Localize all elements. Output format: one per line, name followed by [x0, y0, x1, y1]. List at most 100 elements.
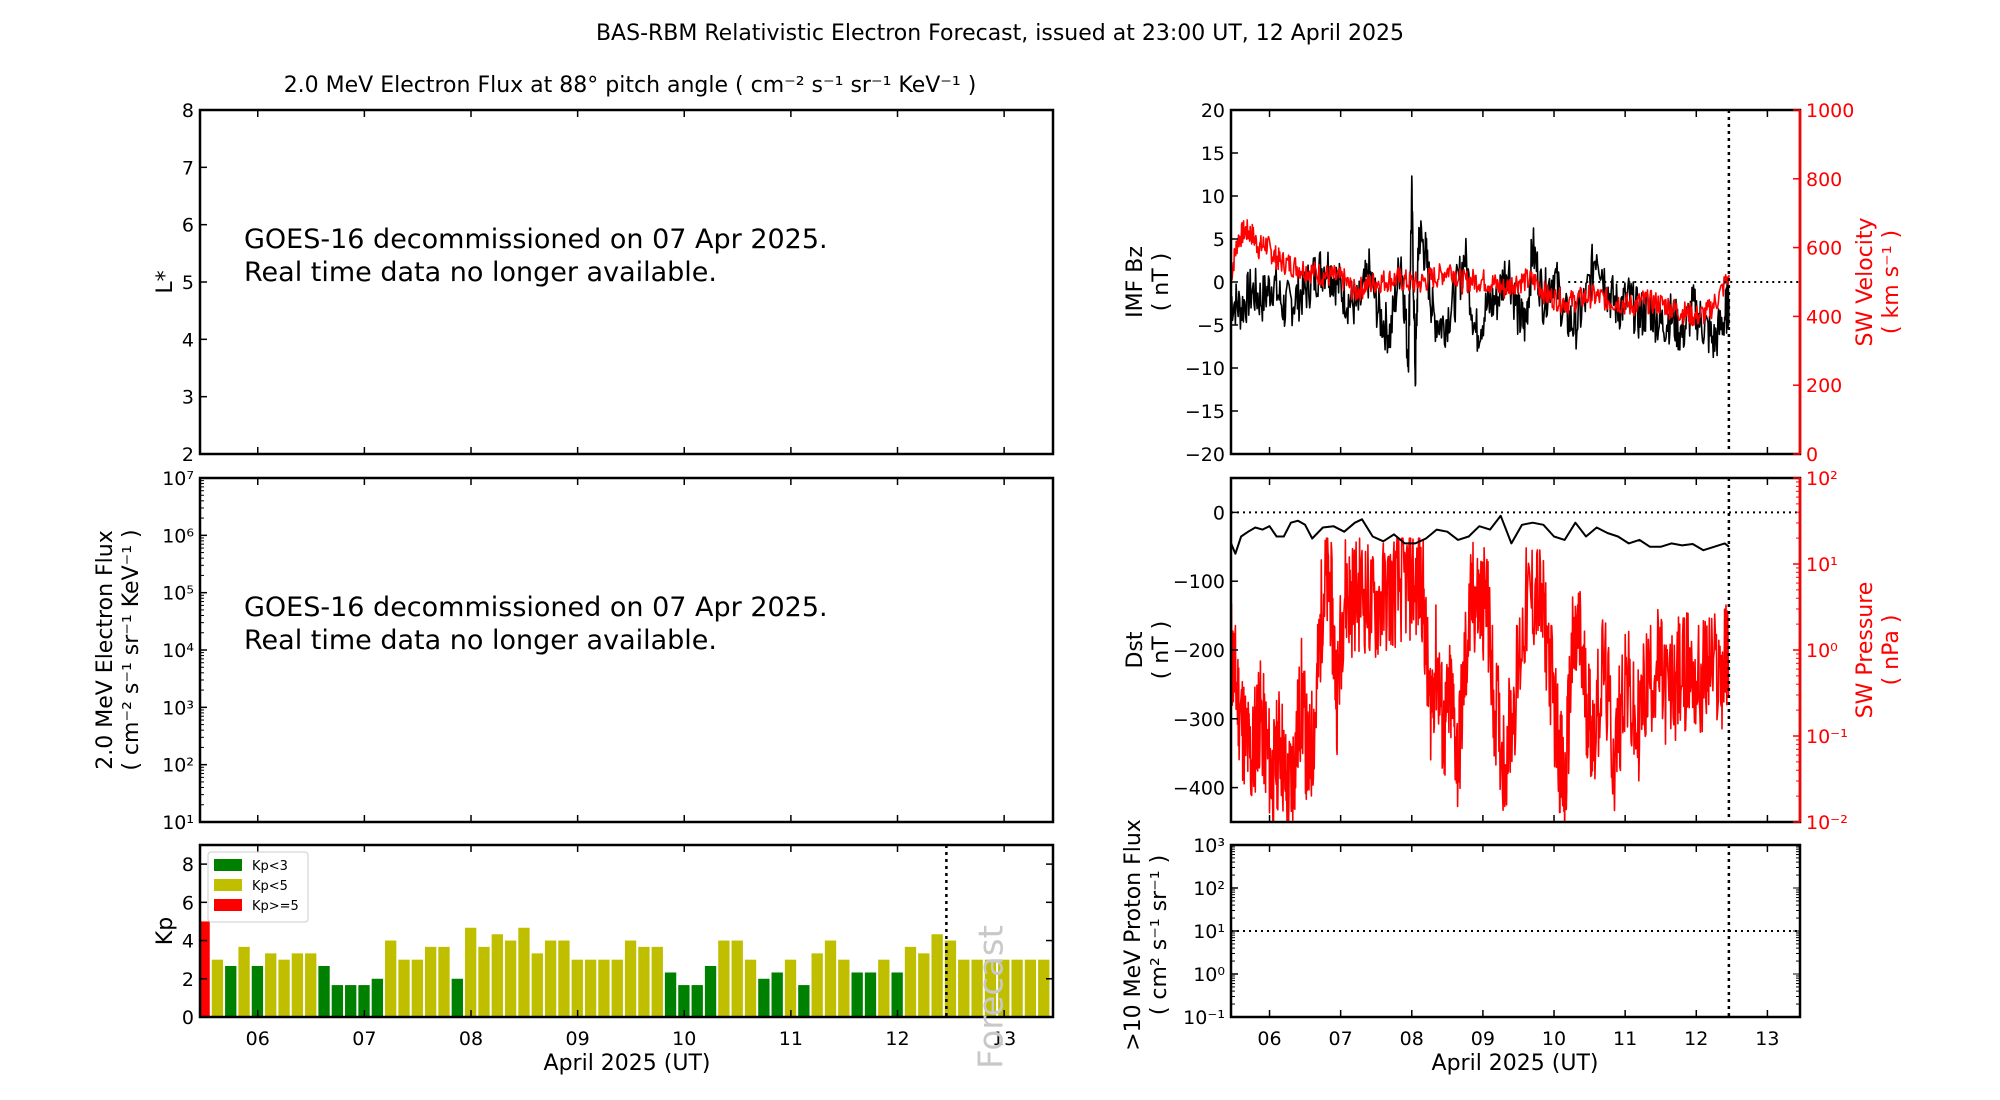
- proton-xtick-label: 09: [1471, 1028, 1495, 1050]
- imf-ytick-label: 20: [1201, 100, 1225, 122]
- lstar-ylabel-line: L*: [153, 270, 178, 293]
- lstar-message-line: Real time data no longer available.: [244, 257, 717, 288]
- imf-ytick-label: 10: [1201, 186, 1225, 208]
- kp-xtick-label: 07: [352, 1028, 376, 1050]
- proton-ylabel-line: >10 MeV Proton Flux: [1121, 819, 1146, 1051]
- proton-ytick-label: 10¹: [1193, 921, 1225, 943]
- proton-ytick-label: 10³: [1193, 835, 1225, 857]
- kp-bar: [584, 959, 597, 1017]
- kp-ytick-label: 0: [182, 1007, 194, 1029]
- kp-bar: [518, 927, 530, 1017]
- kp-bar: [331, 985, 344, 1017]
- kp-bar: [971, 959, 983, 1017]
- electron-flux-panel: 10¹ 10² 10³ 10⁴ 10⁵ 10⁶ 10⁷ 2.0 MeV Electron Fl…: [93, 468, 1055, 834]
- proton-ytick-label: 10⁻¹: [1183, 1007, 1225, 1029]
- kp-bar: [531, 953, 543, 1017]
- imf-ylabel: IMF Bz( nT ): [1123, 246, 1174, 318]
- lstar-ytick-label: 6: [182, 215, 194, 237]
- imf-ytick-label: 0: [1213, 272, 1225, 294]
- kp-bar: [398, 959, 410, 1017]
- kp-bar: [1038, 959, 1050, 1017]
- imf-ytick-label: −20: [1185, 444, 1225, 466]
- eflux-ylabel-line: 2.0 MeV Electron Flux: [93, 530, 118, 770]
- imf-bz-line: [1230, 175, 1730, 387]
- kp-bar: [984, 959, 997, 1017]
- kp-bar: [744, 959, 757, 1017]
- kp-bar: [571, 959, 583, 1017]
- kp-legend-swatch: [214, 899, 242, 911]
- kp-bar: [451, 978, 463, 1017]
- kp-bar: [824, 940, 837, 1017]
- proton-xtick-label: 10: [1542, 1028, 1566, 1050]
- proton-ylabel: >10 MeV Proton Flux( cm² s⁻¹ sr⁻¹ ): [1121, 819, 1172, 1051]
- kp-bar: [878, 959, 890, 1017]
- dst-ylabel: Dst( nT ): [1123, 621, 1174, 680]
- kp-bar: [238, 946, 250, 1017]
- sw-velocity-line: [1230, 219, 1730, 327]
- kp-bar: [464, 927, 477, 1017]
- sw-velocity-ytick-label: 800: [1806, 169, 1842, 191]
- kp-bar: [1011, 959, 1023, 1017]
- sw-pressure-ylabel-line: ( nPa ): [1879, 615, 1904, 686]
- imf-bz-sw-velocity-panel: −20−15−10−50510152002004006008001000IMF …: [1123, 100, 1904, 466]
- kp-frame: [198, 843, 1055, 1019]
- proton-xtick-label: 06: [1257, 1028, 1281, 1050]
- imf-ytick-label: 15: [1201, 143, 1225, 165]
- proton-xtick-label: 07: [1329, 1028, 1353, 1050]
- dst-ytick-label: −100: [1173, 571, 1225, 593]
- sw-pressure-ylabel: SW Pressure( nPa ): [1853, 582, 1904, 719]
- kp-bar: [491, 934, 503, 1017]
- lstar-ytick-label: 4: [182, 329, 194, 351]
- lstar-panel-title: 2.0 MeV Electron Flux at 88° pitch angle…: [284, 73, 977, 98]
- sw-velocity-ytick-label: 400: [1806, 306, 1842, 328]
- sw-velocity-ylabel-line: SW Velocity: [1853, 217, 1878, 346]
- kp-bar: [931, 934, 943, 1017]
- kp-bar: [504, 940, 517, 1017]
- kp-bars: [200, 921, 1050, 1017]
- lstar-message-line: GOES-16 decommissioned on 07 Apr 2025.: [244, 224, 828, 255]
- kp-bar: [558, 940, 570, 1017]
- kp-bar: [265, 953, 277, 1017]
- kp-bar: [784, 959, 797, 1017]
- eflux-ytick-label: 10⁷: [162, 468, 194, 490]
- kp-bar: [798, 985, 810, 1017]
- kp-bar: [704, 965, 717, 1017]
- kp-bar: [864, 972, 877, 1017]
- sw-pressure-line: [1231, 537, 1730, 822]
- figure-title: BAS-RBM Relativistic Electron Forecast, …: [596, 21, 1404, 46]
- lstar-ytick-label: 2: [182, 444, 194, 466]
- sw-velocity-ytick-label: 0: [1806, 444, 1818, 466]
- kp-bar: [651, 946, 663, 1017]
- eflux-ytick-label: 10⁶: [162, 525, 194, 547]
- imf-ytick-label: −5: [1197, 315, 1225, 337]
- dst-line: [1231, 514, 1730, 555]
- imf-ytick-label: −15: [1185, 401, 1225, 423]
- kp-bar: [358, 985, 370, 1017]
- dst-ytick-label: −400: [1173, 778, 1225, 800]
- sw-pressure-ytick-label: 10⁻²: [1806, 812, 1848, 834]
- kp-bar: [624, 940, 637, 1017]
- kp-bar: [918, 953, 930, 1017]
- proton-ylabel-line: ( cm² s⁻¹ sr⁻¹ ): [1147, 855, 1172, 1015]
- kp-bar: [638, 946, 650, 1017]
- kp-xtick-label: 06: [246, 1028, 270, 1050]
- kp-bar: [411, 959, 424, 1017]
- eflux-ytick-label: 10⁵: [162, 583, 194, 605]
- kp-xtick-label: 10: [672, 1028, 696, 1050]
- kp-xtick-label: 09: [566, 1028, 590, 1050]
- sw-velocity-ylabel-line: ( km s⁻¹ ): [1879, 230, 1904, 334]
- kp-legend-label: Kp<3: [252, 859, 288, 874]
- kp-bar: [958, 959, 970, 1017]
- kp-bar: [544, 940, 557, 1017]
- sw-pressure-ytick-label: 10²: [1806, 468, 1838, 490]
- kp-bar: [771, 972, 783, 1017]
- kp-bar: [211, 959, 224, 1017]
- kp-bar: [678, 985, 690, 1017]
- imf-ytick-label: 5: [1213, 229, 1225, 251]
- kp-bar: [251, 965, 264, 1017]
- kp-bar: [1024, 959, 1037, 1017]
- kp-bar: [318, 965, 330, 1017]
- lstar-ytick-label: 8: [182, 100, 194, 122]
